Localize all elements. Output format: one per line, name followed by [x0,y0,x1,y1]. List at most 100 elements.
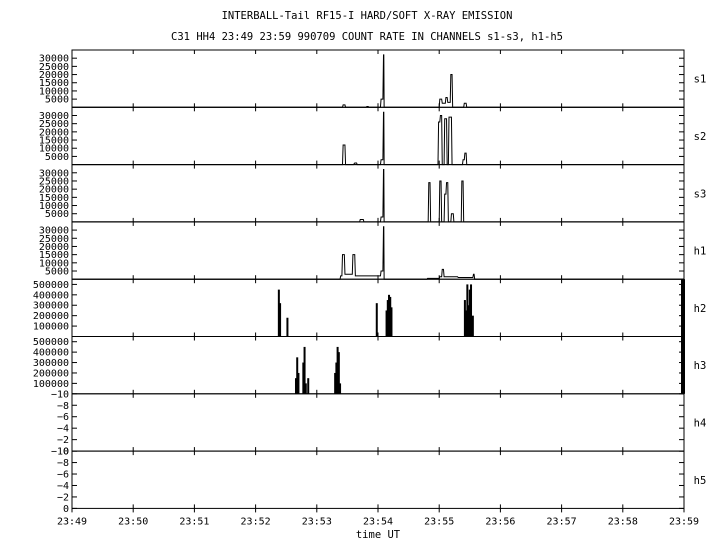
bar-h2 [390,307,393,337]
y-tick-label: −4 [57,481,69,492]
y-tick-label: 25000 [39,234,69,245]
panel-frame [71,278,685,338]
panel-frame [71,221,685,280]
hard-channel-edge [681,279,685,394]
panel-label: h1 [694,246,707,258]
x-axis-label: time UT [356,529,401,541]
y-tick-label: −8 [57,401,69,412]
y-tick-label: 300000 [33,301,69,312]
y-tick-label: −6 [57,470,69,481]
y-tick-label: 25000 [39,176,69,187]
y-tick-label: −10 [51,389,69,400]
bar-h2 [375,303,378,337]
series-s3 [72,169,684,223]
series-s2 [72,111,684,166]
y-tick-label: 30000 [39,168,69,179]
y-tick-label: 15000 [39,78,69,89]
bar-h3 [339,383,342,394]
y-tick-label: −4 [57,424,69,435]
panel-label: h5 [694,475,707,487]
x-tick-label: 23:57 [547,516,577,527]
x-tick-label: 23:51 [179,516,209,527]
x-tick-label: 23:59 [669,516,699,527]
bar-h2 [279,303,282,337]
y-tick-label: 500000 [33,337,69,348]
y-tick-label: 10000 [39,86,69,97]
y-tick-label: 5000 [45,209,69,220]
y-tick-label: 15000 [39,136,69,147]
y-tick-label: 25000 [39,119,69,130]
panel-label: h4 [694,417,707,429]
bar-h2 [385,310,388,337]
panels-group: 50001000015000200002500030000s1500010000… [33,49,707,515]
y-tick-label: 400000 [33,348,69,359]
y-tick-label: 10000 [39,258,69,269]
series-h1 [72,226,684,280]
x-tick-label: 23:55 [424,516,454,527]
bar-h3 [304,383,307,394]
panel-label: s2 [694,131,707,143]
y-tick-label: 200000 [33,311,69,322]
bar-h2 [466,284,469,337]
y-tick-label: 10000 [39,201,69,212]
y-tick-label: 20000 [39,127,69,138]
panel-label: s3 [694,188,707,200]
y-tick-label: 20000 [39,70,69,81]
y-tick-label: −10 [51,447,69,458]
x-axis: 23:49 23:50 23:51 23:52 23:53 23:54 23:55 23:56… [57,508,699,527]
y-tick-label: 500000 [33,280,69,291]
y-tick-label: −2 [57,435,69,446]
panel-label: h2 [694,303,707,315]
bar-h2 [388,294,391,337]
y-tick-label: 100000 [33,379,69,390]
y-tick-label: −6 [57,412,69,423]
panel-label: s1 [694,74,707,86]
bar-h3 [334,372,337,394]
series-s1 [72,54,684,108]
bar-h2 [463,300,466,337]
y-tick-label: 0 [63,504,69,515]
bar-h2 [277,289,280,337]
bar-h3 [336,346,339,394]
bar-h2 [386,300,389,337]
bar-h3 [303,346,306,394]
y-tick-label: 25000 [39,62,69,73]
bar-h2 [470,284,473,337]
y-tick-label: 200000 [33,368,69,379]
x-tick-label: 23:56 [485,516,515,527]
x-tick-label: 23:58 [608,516,638,527]
x-tick-label: 23:52 [241,516,271,527]
panel-frame [71,49,685,108]
y-tick-label: 30000 [39,54,69,65]
bar-h2 [468,289,471,337]
x-tick-label: 23:53 [302,516,332,527]
bar-h2 [465,310,468,337]
bar-h3 [296,357,299,394]
x-tick-label: 23:49 [57,516,87,527]
chart-title: INTERBALL-Tail RF15-I HARD/SOFT X-RAY EM… [222,10,513,22]
bar-h3 [307,378,310,394]
bar-h2 [467,305,470,337]
y-tick-label: 300000 [33,358,69,369]
panel-frame [71,336,685,395]
y-tick-label: 0 [63,447,69,458]
y-tick-label: −8 [57,458,69,469]
panel-frame [71,106,685,166]
bar-h2 [286,317,289,337]
chart-subtitle: C31 HH4 23:49 23:59 990709 COUNT RATE IN… [171,31,563,43]
panel-frame [71,164,685,223]
y-tick-label: 15000 [39,193,69,204]
y-tick-label: −2 [57,492,69,503]
bar-h3 [302,362,305,394]
y-tick-label: 20000 [39,185,69,196]
y-tick-label: 20000 [39,242,69,253]
y-tick-label: 5000 [45,267,69,278]
